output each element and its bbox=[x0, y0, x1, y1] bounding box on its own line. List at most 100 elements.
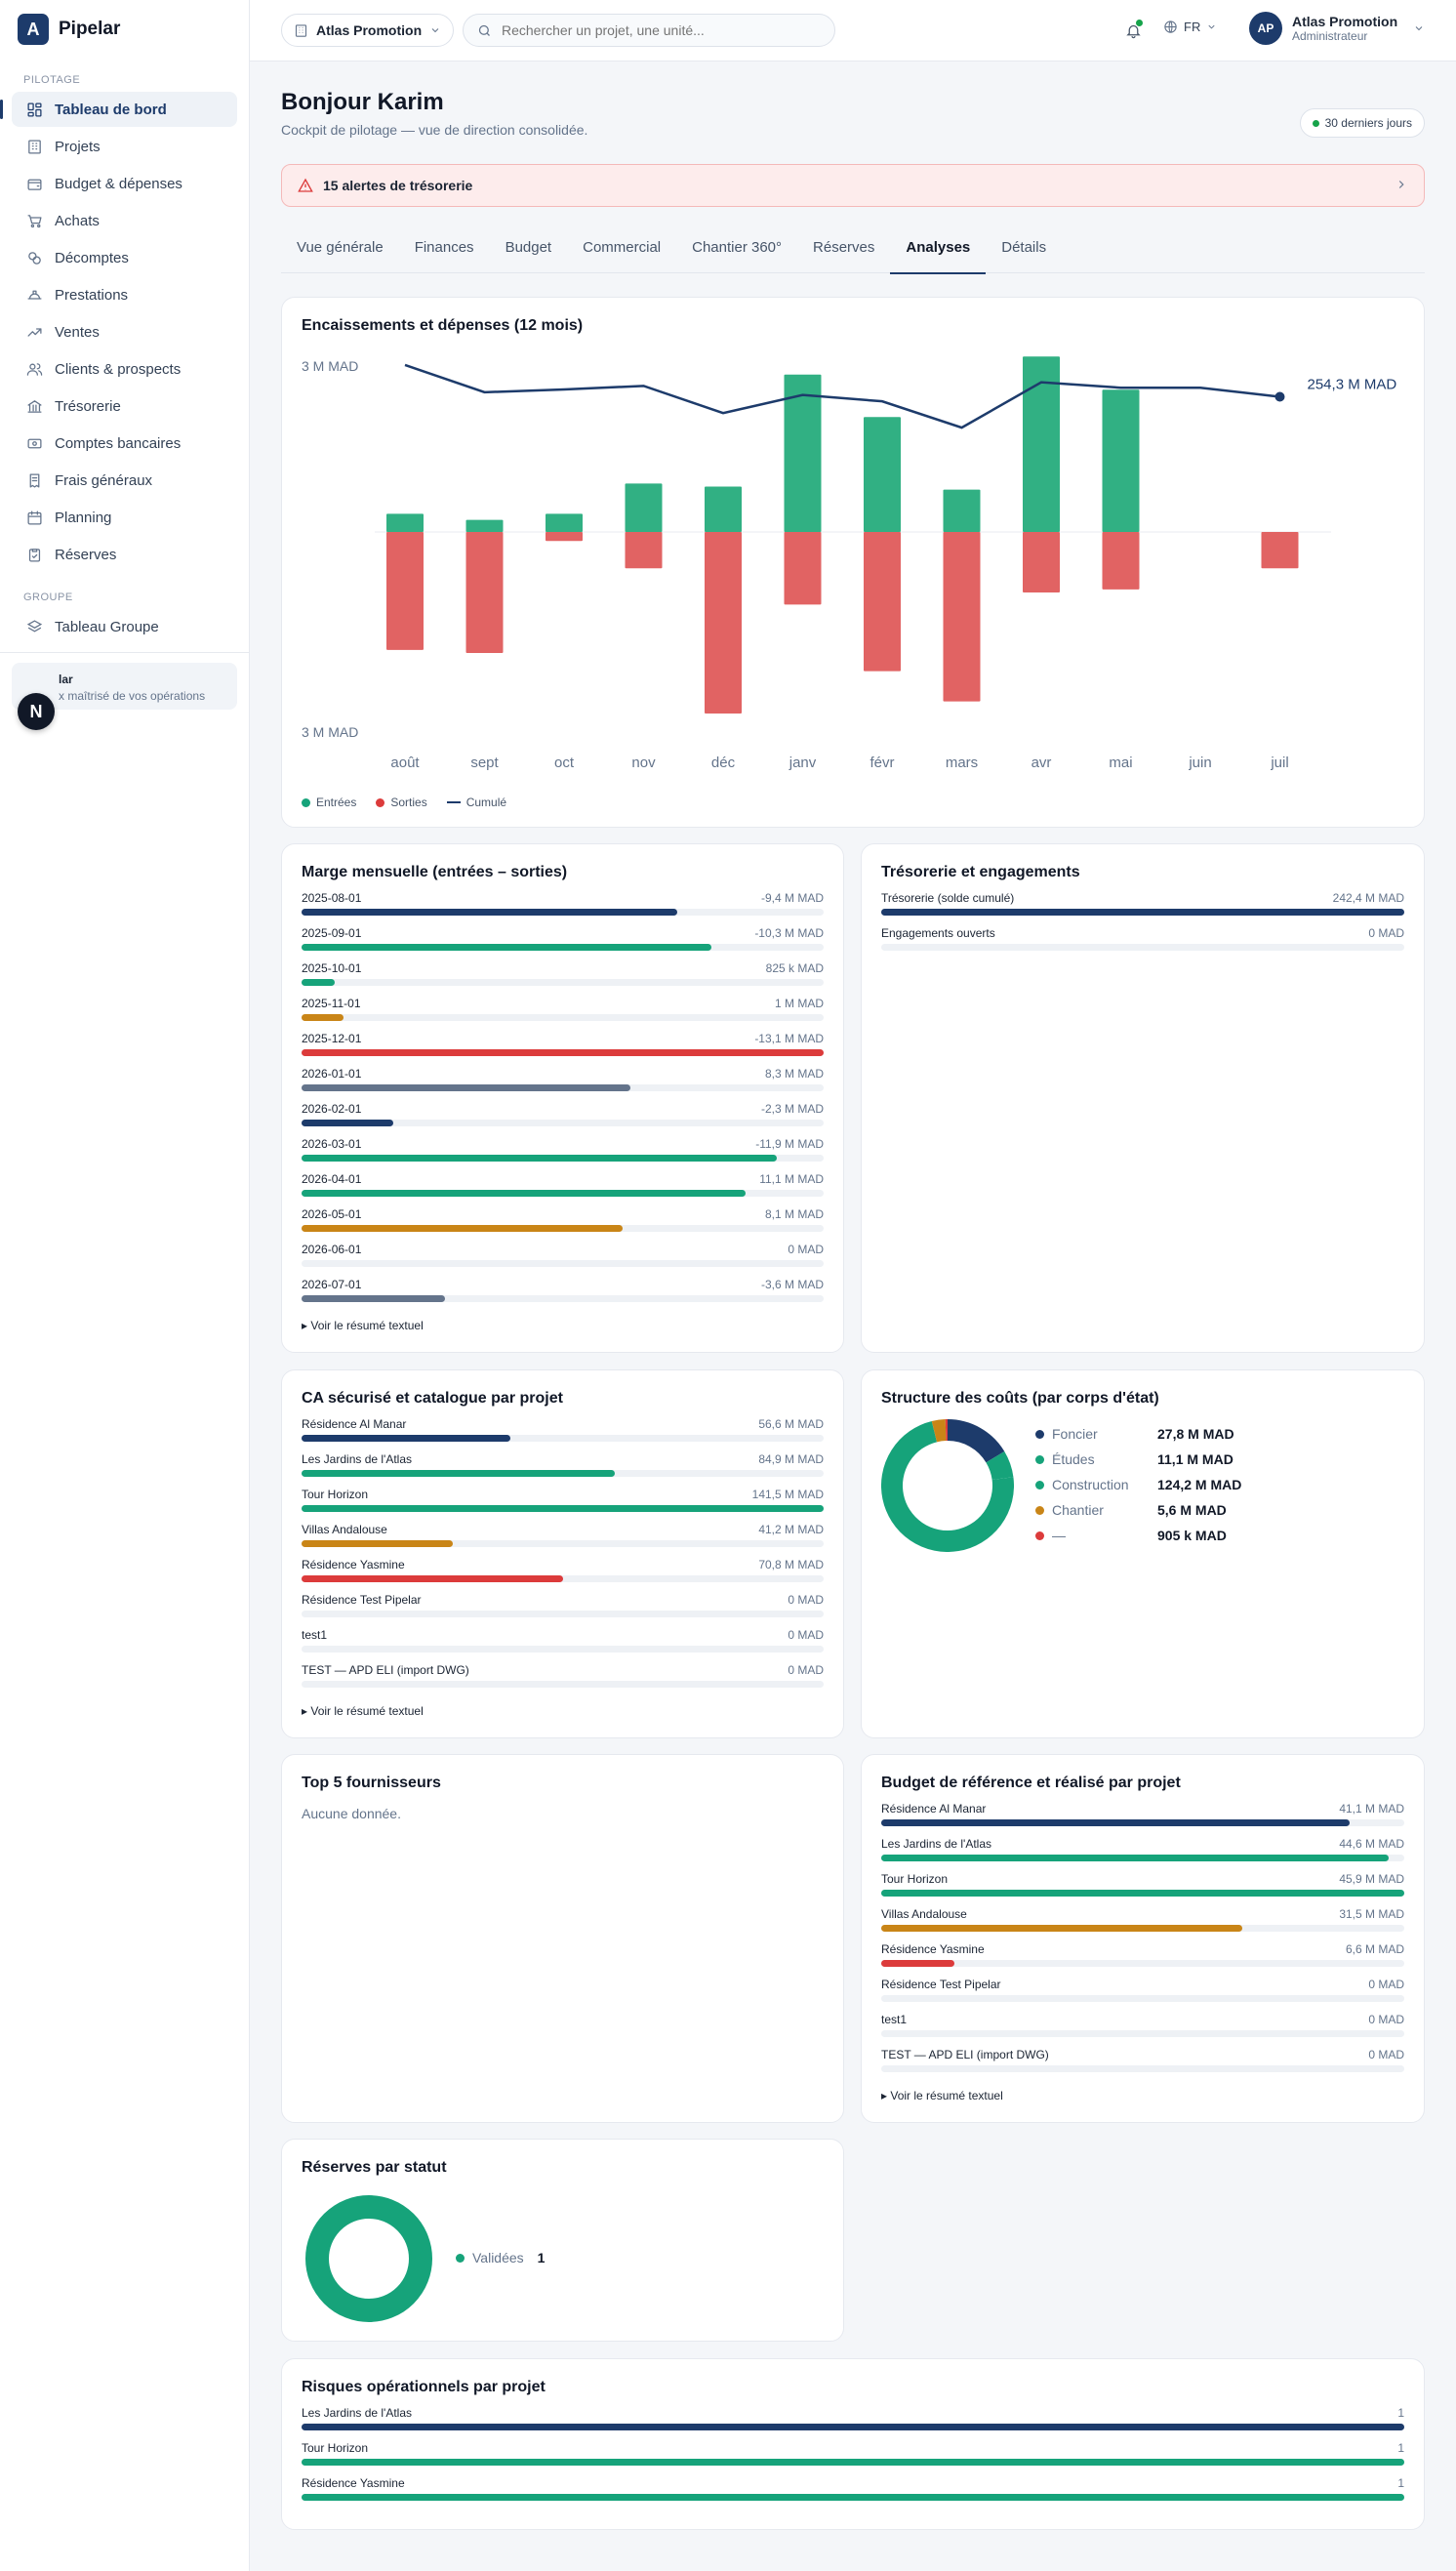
sidebar-item-projets[interactable]: Projets bbox=[12, 129, 237, 164]
bar-value: -10,3 M MAD bbox=[754, 926, 824, 940]
bar-track bbox=[302, 1681, 824, 1688]
budget-card: Budget de référence et réalisé par proje… bbox=[861, 1754, 1425, 2123]
bar-fill bbox=[302, 2459, 1404, 2466]
app-name: Pipelar bbox=[59, 19, 121, 39]
bar-value: 242,4 M MAD bbox=[1332, 891, 1404, 905]
search-box[interactable] bbox=[463, 14, 835, 47]
sidebar-item-decomptes[interactable]: Décomptes bbox=[12, 240, 237, 275]
legend-item-sorties: Sorties bbox=[376, 796, 427, 809]
period-filter-button[interactable]: 30 derniers jours bbox=[1299, 108, 1425, 138]
bar-label: 2026-05-01 bbox=[302, 1207, 362, 1221]
tab-chantier-360[interactable]: Chantier 360° bbox=[692, 239, 783, 256]
bar-track bbox=[302, 1260, 824, 1267]
sidebar-item-tableau-de-bord[interactable]: Tableau de bord bbox=[0, 92, 237, 127]
bar-label: Résidence Al Manar bbox=[881, 1802, 987, 1816]
bar-fill bbox=[302, 909, 678, 916]
account-menu[interactable]: AP Atlas Promotion Administrateur bbox=[1249, 12, 1425, 45]
tab-commercial[interactable]: Commercial bbox=[583, 239, 662, 256]
bar-fill bbox=[302, 2424, 1404, 2430]
donut-slice bbox=[931, 1419, 947, 1443]
bar-fill bbox=[302, 1295, 446, 1302]
brand[interactable]: A Pipelar bbox=[0, 0, 249, 59]
search-input[interactable] bbox=[502, 22, 814, 38]
bar-label: Les Jardins de l'Atlas bbox=[881, 1837, 992, 1851]
sidebar-item-tableau-groupe[interactable]: Tableau Groupe bbox=[12, 609, 237, 644]
bar-label: 2025-10-01 bbox=[302, 961, 362, 975]
clipboard-check-icon bbox=[25, 546, 43, 563]
sidebar-item-label: Comptes bancaires bbox=[55, 434, 182, 452]
ca-summary-toggle[interactable]: ▸ Voir le résumé textuel bbox=[302, 1704, 424, 1718]
bar-track bbox=[881, 1925, 1404, 1932]
chevron-right-icon bbox=[1395, 178, 1408, 194]
sidebar-item-ventes[interactable]: Ventes bbox=[12, 314, 237, 349]
dashboard-icon bbox=[25, 101, 43, 118]
marge-summary-toggle[interactable]: ▸ Voir le résumé textuel bbox=[302, 1319, 424, 1332]
cumulative-end-point bbox=[1274, 391, 1285, 402]
sidebar-item-achats[interactable]: Achats bbox=[12, 203, 237, 238]
tab-budget[interactable]: Budget bbox=[505, 239, 552, 256]
sidebar-item-budget-depenses[interactable]: Budget & dépenses bbox=[12, 166, 237, 201]
bar-value: 0 MAD bbox=[1368, 926, 1404, 940]
bar-value: 0 MAD bbox=[788, 1243, 824, 1256]
legend-dot bbox=[302, 797, 310, 807]
risques-title: Risques opérationnels par projet bbox=[302, 2379, 546, 2395]
tab-finances[interactable]: Finances bbox=[414, 239, 474, 256]
ca-card: CA sécurisé et catalogue par projet Rési… bbox=[281, 1369, 844, 1738]
legend-row: — 905 k MAD bbox=[1035, 1523, 1241, 1548]
legend-name: — bbox=[1052, 1528, 1066, 1543]
bar-label: 2026-03-01 bbox=[302, 1137, 362, 1151]
sidebar-item-planning[interactable]: Planning bbox=[12, 500, 237, 535]
x-tick-label: août bbox=[390, 755, 420, 771]
bar-entrees bbox=[784, 374, 822, 532]
bar-fill bbox=[302, 1575, 563, 1582]
chart-legend: Entrées Sorties Cumulé bbox=[302, 796, 506, 809]
x-tick-label: juil bbox=[1270, 755, 1288, 771]
help-fab-button[interactable]: N bbox=[18, 693, 55, 730]
tab-details[interactable]: Détails bbox=[1001, 239, 1047, 256]
budget-summary-toggle[interactable]: ▸ Voir le résumé textuel bbox=[881, 2089, 1003, 2102]
bar-label: TEST — APD ELI (import DWG) bbox=[881, 2048, 1049, 2061]
bar-row: Résidence Yasmine 1 bbox=[302, 2476, 1404, 2511]
bar-entrees bbox=[386, 513, 424, 532]
user-card-subtitle: x maîtrisé de vos opérations bbox=[59, 689, 206, 703]
bar-track bbox=[881, 1960, 1404, 1967]
bar-row: Résidence Al Manar 41,1 M MAD bbox=[881, 1802, 1404, 1837]
bar-row: test1 0 MAD bbox=[302, 1628, 824, 1663]
sidebar: A Pipelar PILOTAGE Tableau de bord Projet… bbox=[0, 0, 250, 2571]
bar-fill bbox=[881, 1855, 1389, 1861]
bar-fill bbox=[302, 1120, 393, 1126]
globe-icon bbox=[1163, 20, 1178, 34]
bar-row: test1 0 MAD bbox=[881, 2013, 1404, 2048]
notifications-button[interactable] bbox=[1120, 18, 1146, 43]
bar-value: 1 bbox=[1397, 2441, 1404, 2455]
bar-label: 2026-06-01 bbox=[302, 1243, 362, 1256]
fournisseurs-card: Top 5 fournisseurs Aucune donnée. bbox=[281, 1754, 844, 2123]
sidebar-item-frais-generaux[interactable]: Frais généraux bbox=[12, 463, 237, 498]
tab-reserves[interactable]: Réserves bbox=[813, 239, 875, 256]
receipt-icon bbox=[25, 471, 43, 489]
ca-bar-list: Résidence Al Manar 56,6 M MAD Les Jardins … bbox=[302, 1417, 824, 1698]
tab-vue-generale[interactable]: Vue générale bbox=[297, 239, 384, 256]
x-tick-label: sept bbox=[470, 755, 499, 771]
marge-title: Marge mensuelle (entrées – sorties) bbox=[302, 864, 568, 880]
language-label: FR bbox=[1184, 20, 1201, 34]
bar-entrees bbox=[1023, 356, 1060, 532]
language-selector[interactable]: FR bbox=[1163, 20, 1217, 34]
org-selector[interactable]: Atlas Promotion bbox=[281, 14, 455, 47]
bar-value: 0 MAD bbox=[788, 1663, 824, 1677]
bar-fill bbox=[302, 1470, 615, 1477]
y-axis-top-label: 3 M MAD bbox=[302, 358, 358, 374]
tab-analyses[interactable]: Analyses bbox=[890, 232, 987, 274]
sidebar-item-tresorerie[interactable]: Trésorerie bbox=[12, 388, 237, 424]
treasury-alert-banner[interactable]: 15 alertes de trésorerie bbox=[281, 164, 1425, 207]
sidebar-item-reserves[interactable]: Réserves bbox=[12, 537, 237, 572]
bar-row: Villas Andalouse 41,2 M MAD bbox=[302, 1523, 824, 1558]
sidebar-item-clients-prospects[interactable]: Clients & prospects bbox=[12, 351, 237, 387]
account-role: Administrateur bbox=[1292, 29, 1368, 43]
bar-track bbox=[302, 944, 824, 951]
bar-track bbox=[302, 2424, 1404, 2430]
sidebar-item-label: Achats bbox=[55, 212, 100, 229]
bar-fill bbox=[881, 1890, 1404, 1897]
sidebar-item-prestations[interactable]: Prestations bbox=[12, 277, 237, 312]
sidebar-item-comptes-bancaires[interactable]: Comptes bancaires bbox=[12, 426, 237, 461]
